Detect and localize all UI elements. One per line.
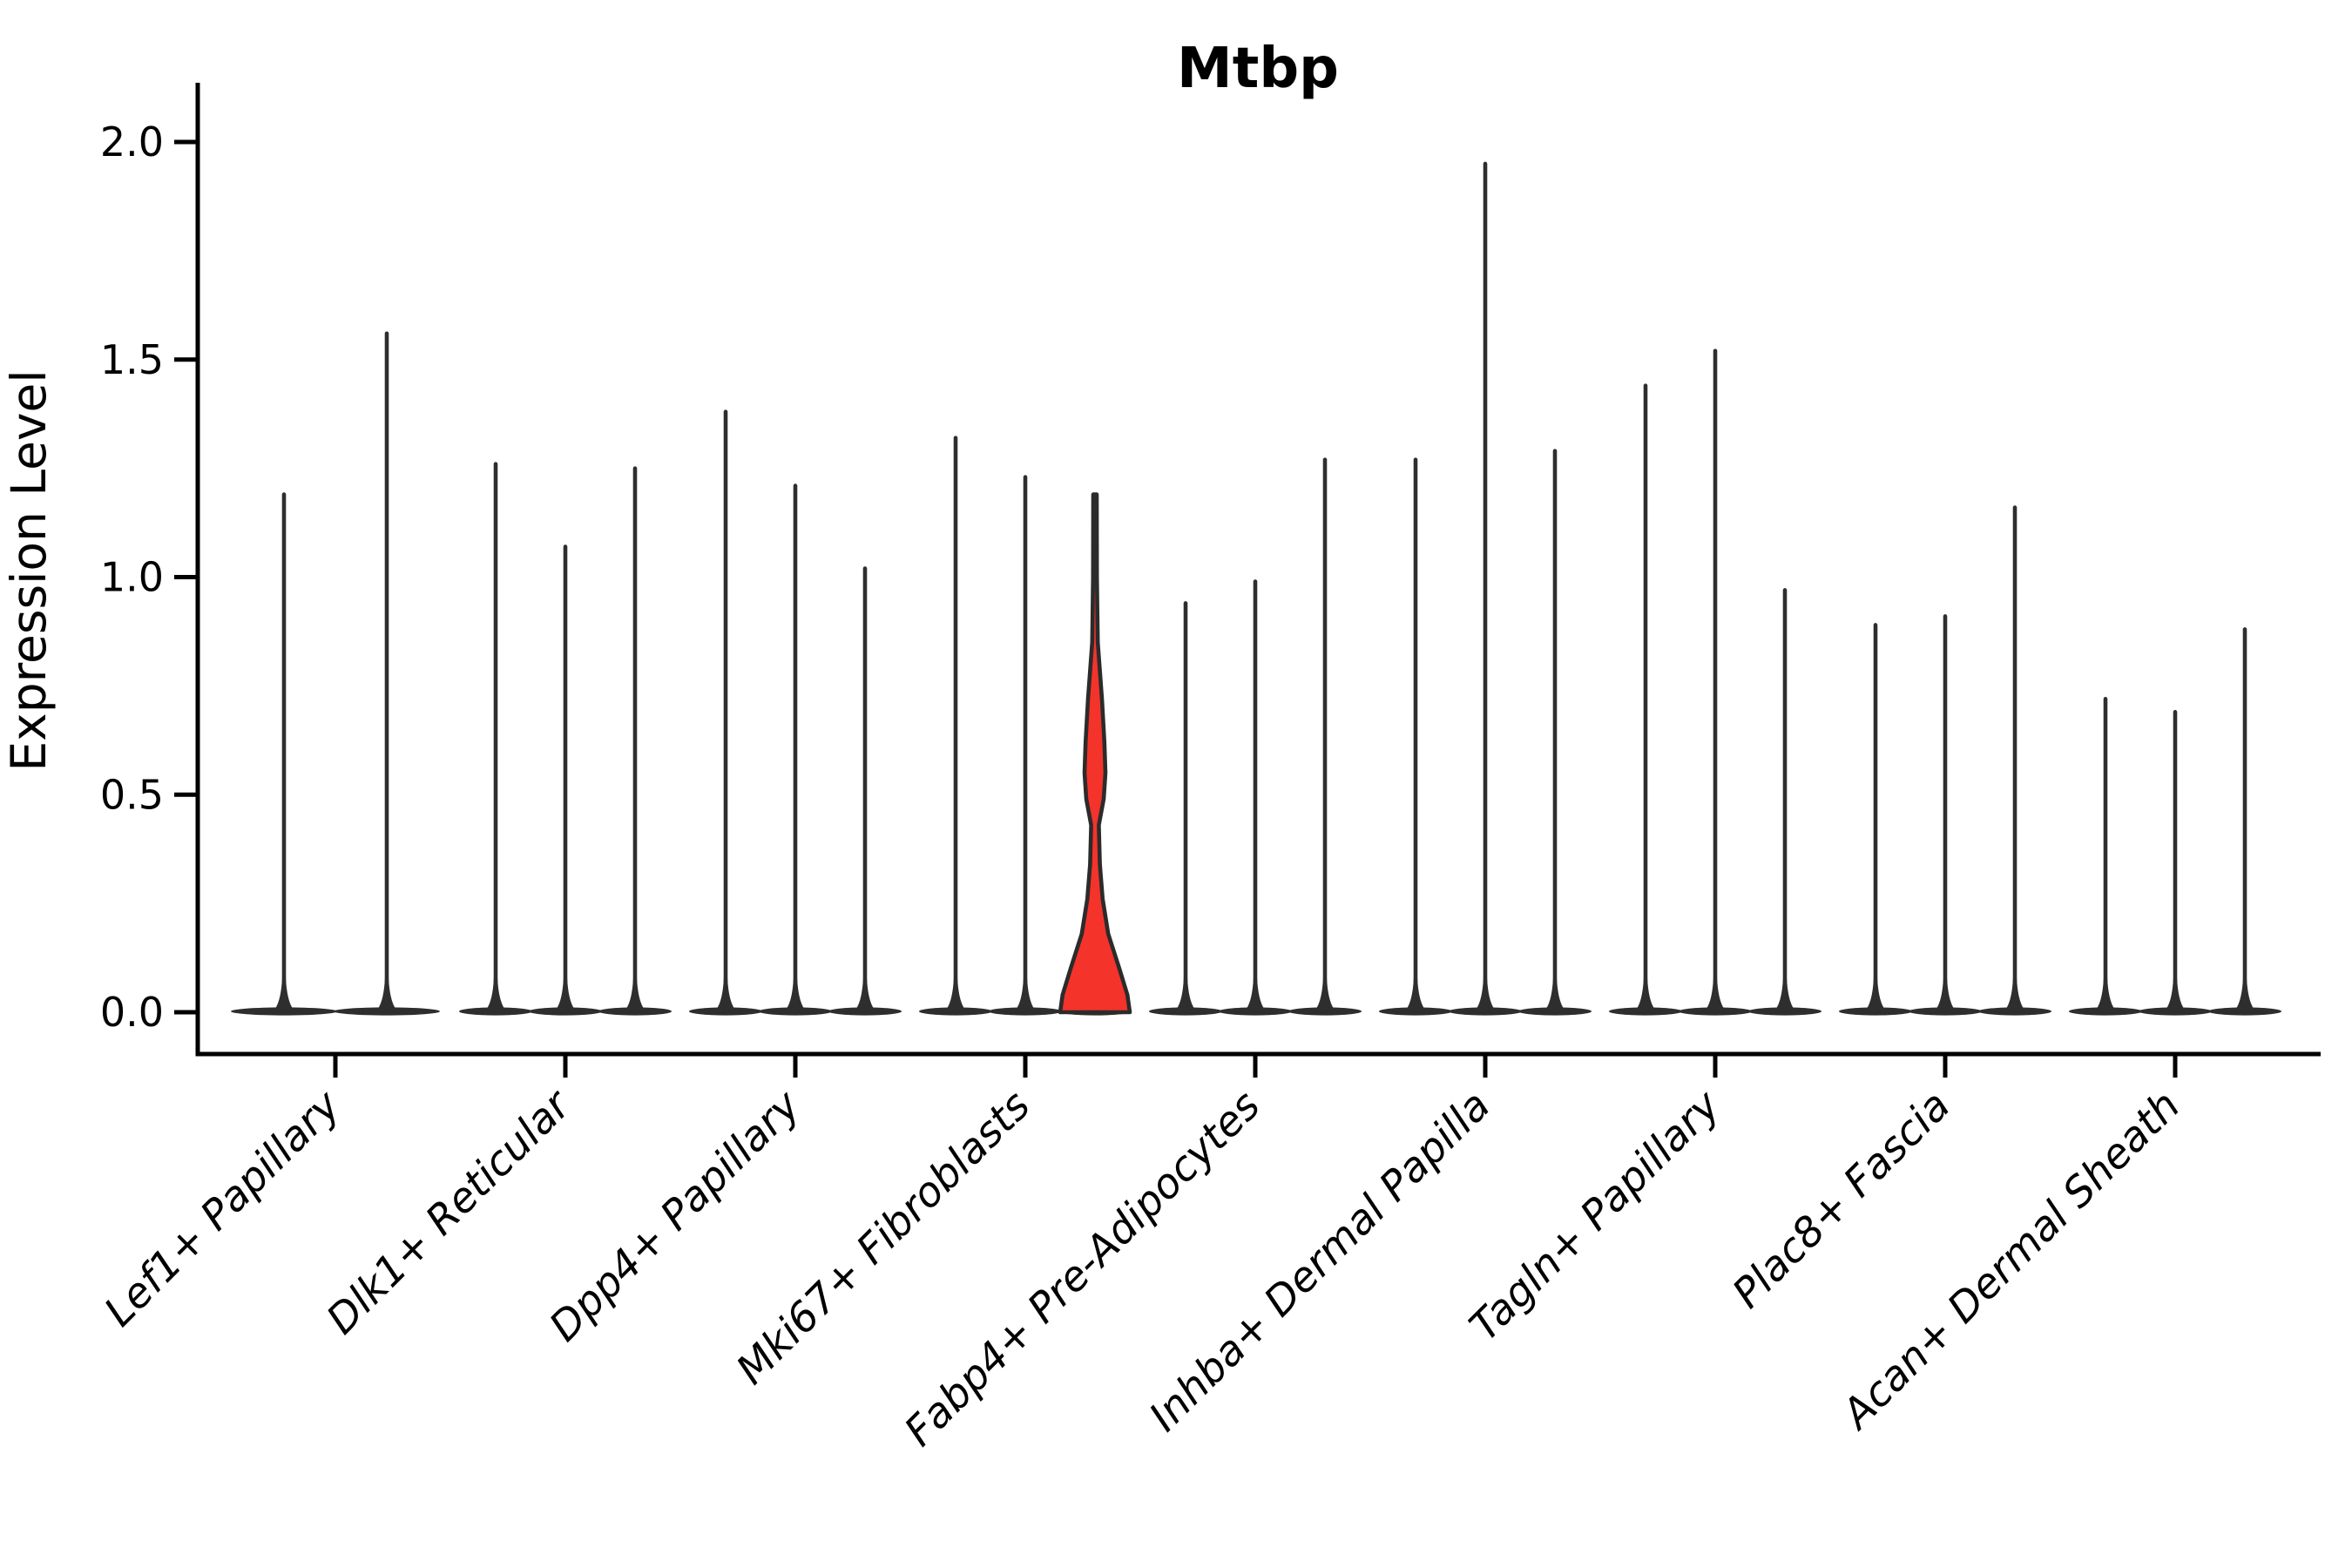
- y-tick-label: 0.5: [100, 771, 164, 818]
- y-axis-label: Expression Level: [1, 369, 57, 771]
- chart-title: Mtbp: [1177, 37, 1339, 101]
- x-tick-label: Lef1+ Papillary: [95, 1081, 350, 1336]
- x-tick-label: Dlk1+ Reticular: [318, 1080, 582, 1344]
- highlighted-violin: [1058, 492, 1132, 1015]
- x-tick-label: Dpp4+ Papillary: [540, 1081, 810, 1351]
- y-tick-label: 0.0: [100, 989, 164, 1036]
- y-tick-label: 2.0: [100, 118, 164, 166]
- x-tick-label: Plac8+ Fascia: [1723, 1082, 1959, 1318]
- y-tick-label: 1.0: [100, 554, 164, 601]
- x-tick-label: Tagln+ Papillary: [1461, 1081, 1731, 1351]
- y-tick-label: 1.5: [100, 336, 164, 383]
